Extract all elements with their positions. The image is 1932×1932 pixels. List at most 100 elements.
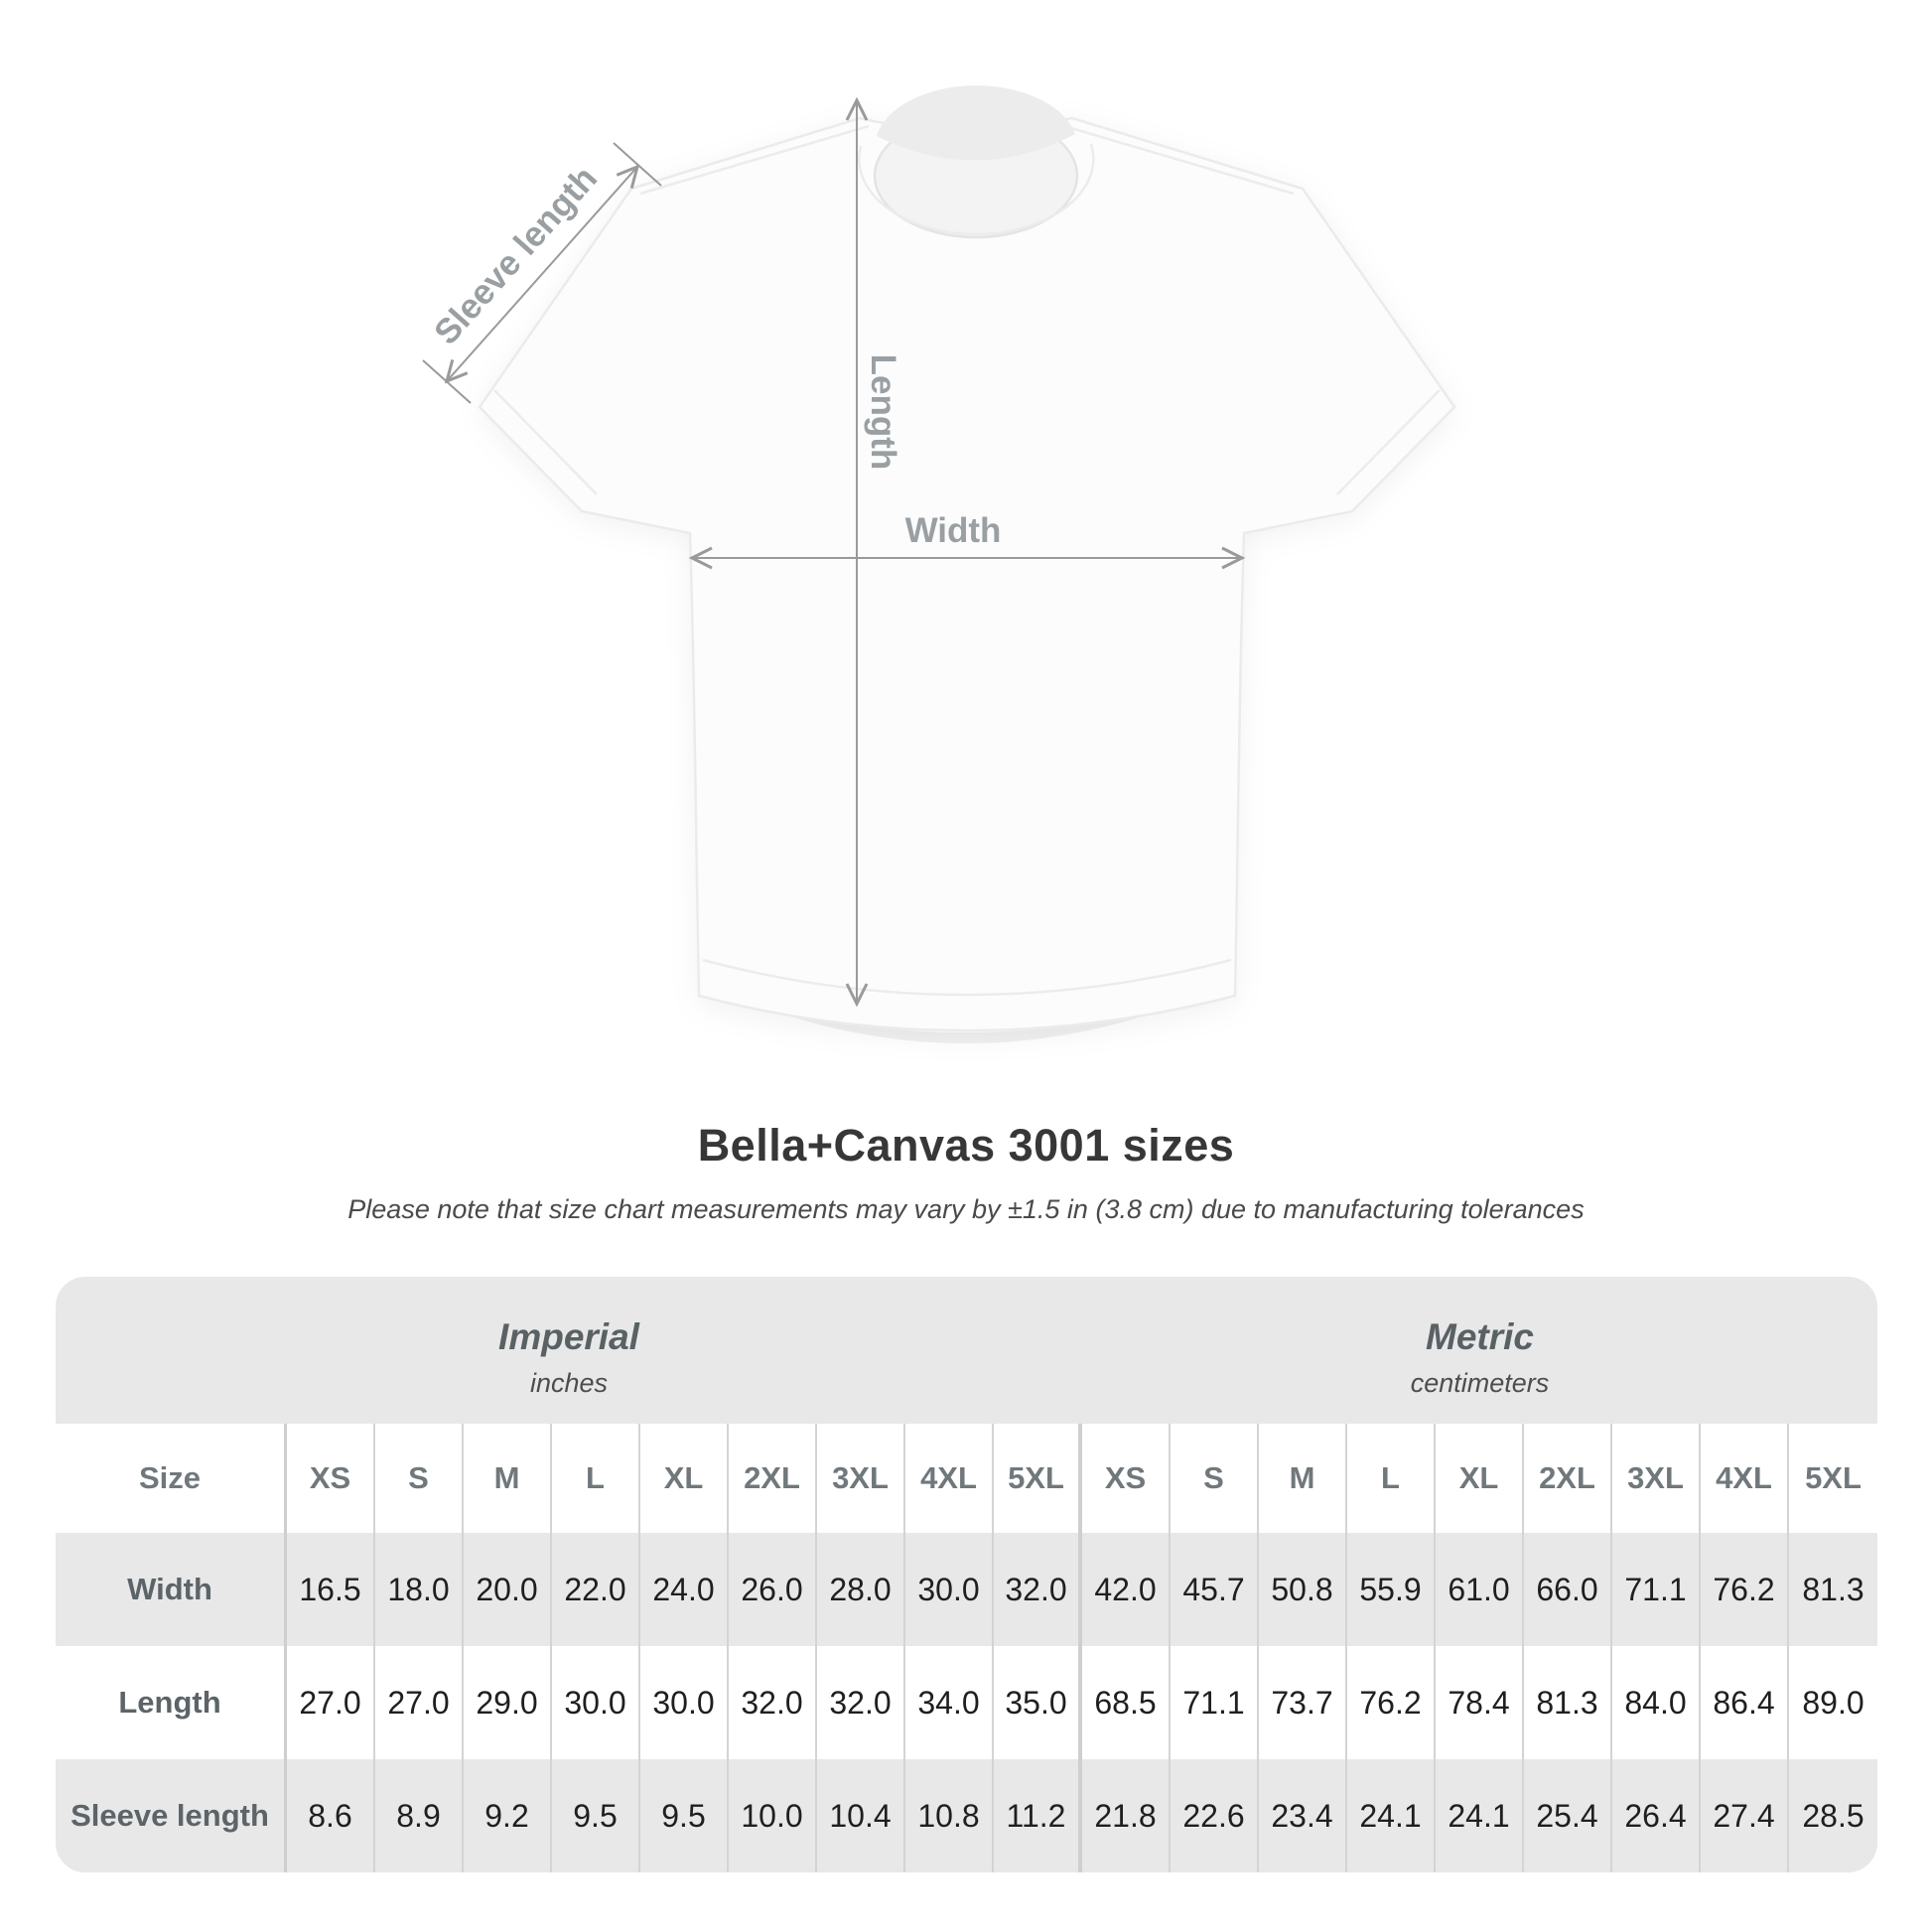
value-cell-imperial: 29.0 — [464, 1646, 552, 1759]
value-cell-metric: 27.4 — [1701, 1759, 1789, 1872]
value-cell-imperial: 16.5 — [287, 1533, 375, 1646]
value-cell-imperial: 11.2 — [994, 1759, 1082, 1872]
value-cell-metric: 25.4 — [1524, 1759, 1612, 1872]
size-table: Imperial inches Metric centimeters Size X… — [56, 1277, 1877, 1872]
size-grid: Size XS S M L XL 2XL 3XL 4XL 5XL XS S M L XL 2XL 3XL 4XL 5… — [56, 1424, 1877, 1872]
value-cell-metric: 22.6 — [1171, 1759, 1259, 1872]
size-col-header-imperial: 2XL — [729, 1424, 817, 1533]
value-cell-imperial: 9.5 — [552, 1759, 640, 1872]
unit-band: Imperial inches Metric centimeters — [56, 1277, 1877, 1424]
length-label: Length — [864, 354, 902, 471]
tshirt-measurement-diagram: Sleeve length Length Width — [298, 55, 1638, 1117]
value-cell-metric: 45.7 — [1171, 1533, 1259, 1646]
value-cell-imperial: 35.0 — [994, 1646, 1082, 1759]
value-cell-imperial: 26.0 — [729, 1533, 817, 1646]
row-label: Width — [56, 1533, 287, 1646]
value-cell-imperial: 18.0 — [375, 1533, 464, 1646]
value-cell-metric: 42.0 — [1082, 1533, 1171, 1646]
size-col-header-metric: 5XL — [1805, 1460, 1862, 1495]
size-col-header-metric: S — [1171, 1424, 1259, 1533]
hem-seam — [702, 958, 1232, 997]
value-cell-imperial: 27.0 — [287, 1646, 375, 1759]
size-col-header-metric: 2XL — [1524, 1424, 1612, 1533]
value-cell-metric: 24.1 — [1347, 1759, 1436, 1872]
value-cell-metric: 76.2 — [1347, 1646, 1436, 1759]
sleeve-length-tick-bottom — [422, 359, 472, 404]
value-cell-metric: 68.5 — [1082, 1646, 1171, 1759]
value-cell-metric: 86.4 — [1701, 1646, 1789, 1759]
width-label: Width — [905, 511, 1002, 550]
value-cell-metric: 55.9 — [1347, 1533, 1436, 1646]
metric-section-header: Metric centimeters — [1082, 1303, 1877, 1399]
value-cell-imperial: 10.8 — [905, 1759, 994, 1872]
value-cell-metric: 76.2 — [1701, 1533, 1789, 1646]
size-col-header-metric: XL — [1436, 1424, 1524, 1533]
left-cuff-seam — [493, 389, 598, 495]
size-col-header-imperial: 5XL — [994, 1424, 1082, 1533]
size-col-header-imperial: XL — [640, 1424, 729, 1533]
imperial-section-unit: inches — [529, 1367, 609, 1398]
value-cell-metric: 23.4 — [1259, 1759, 1347, 1872]
tshirt-graphic — [478, 116, 1456, 1033]
corner-size-label: Size — [56, 1424, 287, 1533]
imperial-section-header: Imperial inches — [56, 1303, 1082, 1399]
left-shoulder-seam — [639, 124, 870, 196]
value-cell-imperial: 8.9 — [375, 1759, 464, 1872]
measurement-row: Width 16.5 18.0 20.0 22.0 24.0 26.0 28.0 30.0 32.… — [56, 1533, 1877, 1646]
size-col-header-metric: L — [1347, 1424, 1436, 1533]
size-col-header-imperial: 3XL — [817, 1424, 905, 1533]
value-cell-imperial: 10.0 — [729, 1759, 817, 1872]
value-cell-metric: 24.1 — [1436, 1759, 1524, 1872]
value-cell-imperial: 9.2 — [464, 1759, 552, 1872]
value-cell-imperial: 27.0 — [375, 1646, 464, 1759]
value-cell-metric: 50.8 — [1259, 1533, 1347, 1646]
value-cell-metric: 78.4 — [1436, 1646, 1524, 1759]
value-cell-metric: 66.0 — [1524, 1533, 1612, 1646]
size-col-header-imperial: S — [375, 1424, 464, 1533]
value-cell-imperial: 28.0 — [817, 1533, 905, 1646]
value-cell-imperial: 34.0 — [905, 1646, 994, 1759]
value-cell-imperial: 22.0 — [552, 1533, 640, 1646]
size-col-header-metric: M — [1259, 1424, 1347, 1533]
value-cell-metric: 21.8 — [1082, 1759, 1171, 1872]
size-col-header-imperial: 4XL — [905, 1424, 994, 1533]
value-cell-metric: 89.0 — [1802, 1684, 1864, 1721]
size-col-header-metric: 3XL — [1612, 1424, 1701, 1533]
size-col-header-imperial: L — [552, 1424, 640, 1533]
value-cell-metric: 71.1 — [1612, 1533, 1701, 1646]
value-cell-imperial: 20.0 — [464, 1533, 552, 1646]
size-col-header-imperial: M — [464, 1424, 552, 1533]
row-label: Sleeve length — [56, 1759, 287, 1872]
measurement-row: Length 27.0 27.0 29.0 30.0 30.0 32.0 32.0 34.0 35… — [56, 1646, 1877, 1759]
value-cell-imperial: 32.0 — [817, 1646, 905, 1759]
row-label: Length — [56, 1646, 287, 1759]
value-cell-metric: 84.0 — [1612, 1646, 1701, 1759]
value-cell-metric: 28.5 — [1802, 1797, 1864, 1834]
value-cell-metric: 81.3 — [1524, 1646, 1612, 1759]
value-cell-imperial: 32.0 — [729, 1646, 817, 1759]
collar-back-band — [877, 85, 1075, 161]
value-cell-imperial: 9.5 — [640, 1759, 729, 1872]
right-cuff-seam — [1336, 389, 1441, 495]
imperial-section-label: Imperial — [498, 1315, 639, 1357]
right-shoulder-seam — [1063, 124, 1295, 196]
value-cell-imperial: 24.0 — [640, 1533, 729, 1646]
value-cell-imperial: 30.0 — [552, 1646, 640, 1759]
table-header-row: Size XS S M L XL 2XL 3XL 4XL 5XL XS S M L XL 2XL 3XL 4XL 5… — [56, 1424, 1877, 1533]
value-cell-metric: 26.4 — [1612, 1759, 1701, 1872]
measurement-row: Sleeve length 8.6 8.9 9.2 9.5 9.5 10.0 10.4 10.8… — [56, 1759, 1877, 1872]
value-cell-imperial: 32.0 — [994, 1533, 1082, 1646]
tshirt-back-hem — [715, 988, 1219, 1043]
sleeve-length-arrow — [444, 164, 640, 384]
page-title: Bella+Canvas 3001 sizes — [697, 1120, 1235, 1171]
value-cell-imperial: 10.4 — [817, 1759, 905, 1872]
value-cell-imperial: 30.0 — [640, 1646, 729, 1759]
sleeve-length-tick-top — [613, 142, 662, 187]
metric-section-unit: centimeters — [1410, 1367, 1550, 1398]
page-subtitle: Please note that size chart measurements… — [347, 1194, 1585, 1224]
value-cell-metric: 73.7 — [1259, 1646, 1347, 1759]
size-col-header-metric: 4XL — [1701, 1424, 1789, 1533]
value-cell-metric: 81.3 — [1802, 1571, 1864, 1607]
value-cell-metric: 61.0 — [1436, 1533, 1524, 1646]
